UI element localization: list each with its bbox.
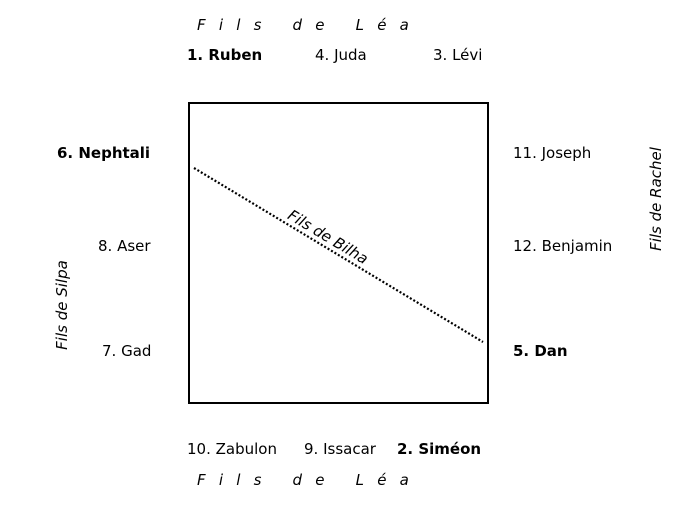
- top-group-label: Fils de Léa: [197, 16, 423, 34]
- son-juda: 4. Juda: [315, 46, 367, 64]
- son-benjamin: 12. Benjamin: [513, 237, 613, 255]
- son-aser: 8. Aser: [98, 237, 151, 255]
- right-group-label: Fils de Rachel: [647, 147, 665, 251]
- son-gad: 7. Gad: [102, 342, 152, 360]
- diagonal-dotted-line: [193, 167, 484, 343]
- son-zabulon: 10. Zabulon: [187, 440, 277, 458]
- son-dan: 5. Dan: [513, 342, 568, 360]
- central-square: [188, 102, 489, 404]
- left-group-label: Fils de Silpa: [53, 260, 71, 350]
- son-levi: 3. Lévi: [433, 46, 483, 64]
- bottom-group-label: Fils de Léa: [197, 471, 423, 489]
- son-joseph: 11. Joseph: [513, 144, 592, 162]
- son-simeon: 2. Siméon: [397, 440, 482, 458]
- son-issacar: 9. Issacar: [304, 440, 376, 458]
- son-nephtali: 6. Nephtali: [57, 144, 151, 162]
- son-ruben: 1. Ruben: [187, 46, 263, 64]
